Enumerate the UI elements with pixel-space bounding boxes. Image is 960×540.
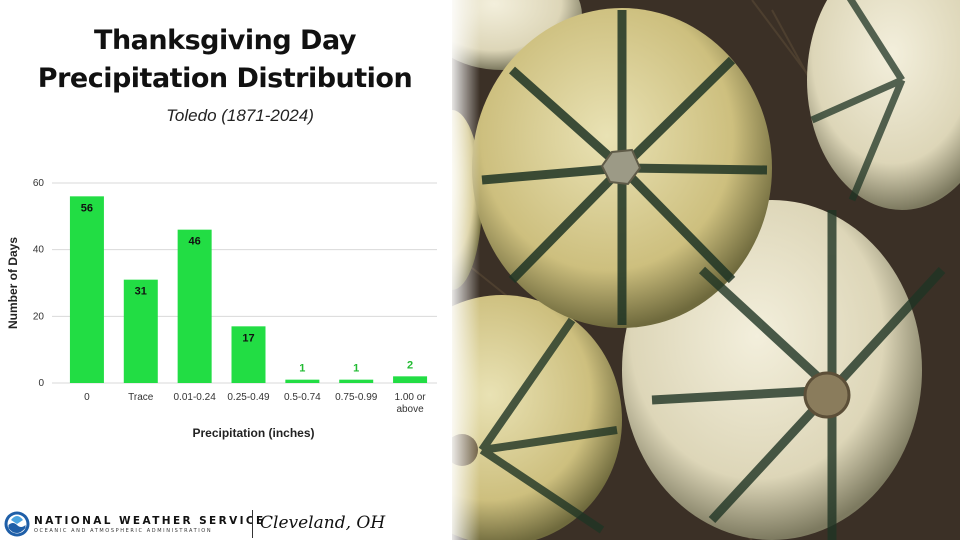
noaa-logo-icon xyxy=(4,511,30,537)
bar xyxy=(123,279,158,383)
precipitation-bar-chart: 0 20 40 60 56 0 31 Trace 46 0.01-0.24 17 0.25-0.49 1… xyxy=(6,178,437,440)
x-tick-label: Trace xyxy=(128,392,154,403)
x-axis-label: Precipitation (inches) xyxy=(192,426,314,440)
bar-value-label: 46 xyxy=(189,236,201,248)
pumpkin-illustration xyxy=(452,0,960,540)
footer: NATIONAL WEATHER SERVICE OCEANIC AND ATM… xyxy=(0,500,460,540)
bar xyxy=(177,229,212,383)
bar xyxy=(231,326,266,383)
x-tick-label: 0 xyxy=(84,392,90,403)
photo-fade-overlay xyxy=(440,0,480,540)
bar-value-label: 1 xyxy=(299,363,305,375)
bar xyxy=(69,196,104,383)
x-tick-label: 0.25-0.49 xyxy=(227,392,270,403)
footer-divider xyxy=(252,510,253,538)
y-tick-label: 40 xyxy=(33,245,45,256)
x-tick-label: 0.01-0.24 xyxy=(174,392,217,403)
chart-panel: Thanksgiving Day Precipitation Distribut… xyxy=(0,0,460,540)
agency-subtitle: OCEANIC AND ATMOSPHERIC ADMINISTRATION xyxy=(34,528,213,534)
y-tick-label: 0 xyxy=(38,378,44,389)
office-name: Cleveland, OH xyxy=(260,513,386,533)
x-tick-label: 0.5-0.74 xyxy=(284,392,321,403)
agency-name: NATIONAL WEATHER SERVICE xyxy=(34,515,266,527)
y-axis-label: Number of Days xyxy=(6,237,20,329)
x-tick-label: 0.75-0.99 xyxy=(335,392,378,403)
y-tick-label: 20 xyxy=(33,311,45,322)
x-tick-label: 1.00 or xyxy=(395,392,427,403)
bar-value-label: 1 xyxy=(353,363,359,375)
bar-value-label: 56 xyxy=(81,202,93,214)
chart-title-line-1: Thanksgiving Day xyxy=(94,25,356,56)
bar xyxy=(393,376,428,383)
y-tick-label: 60 xyxy=(33,178,45,189)
bar-value-label: 17 xyxy=(242,332,254,344)
chart-subtitle: Toledo (1871-2024) xyxy=(166,106,314,125)
pumpkins-photo xyxy=(452,0,960,540)
bar xyxy=(339,379,374,383)
x-tick-label: above xyxy=(396,404,424,415)
bar-value-label: 2 xyxy=(407,359,413,371)
bar-value-label: 31 xyxy=(135,286,147,298)
bar xyxy=(285,379,320,383)
chart-title-line-2: Precipitation Distribution xyxy=(37,63,413,94)
